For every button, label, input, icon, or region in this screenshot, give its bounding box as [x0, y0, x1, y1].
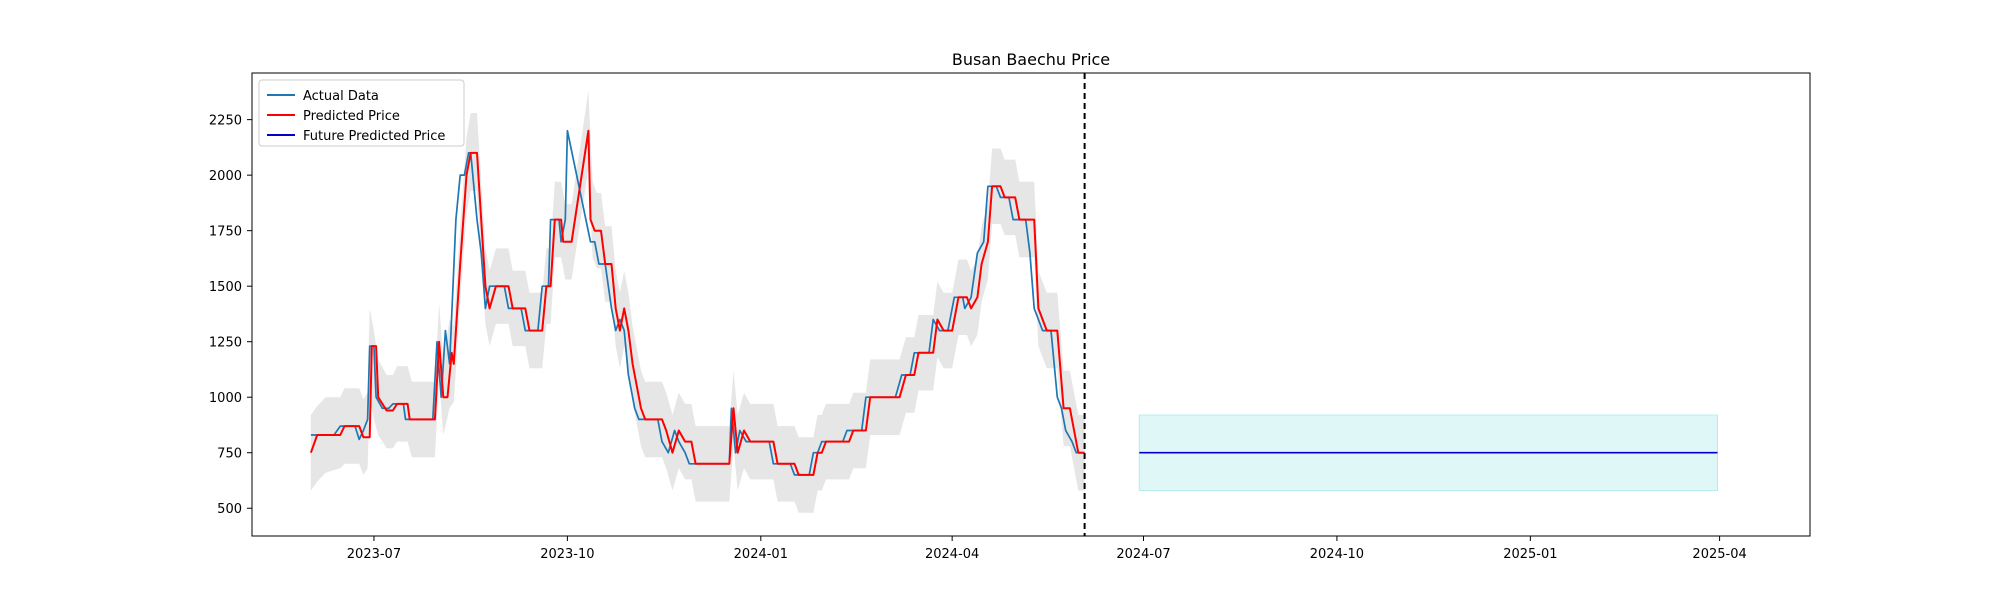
chart-title: Busan Baechu Price [952, 50, 1110, 69]
y-tick-label: 1500 [209, 280, 242, 295]
y-tick-label: 1250 [209, 336, 242, 351]
y-tick-label: 750 [217, 447, 242, 462]
x-tick-label: 2023-07 [347, 547, 401, 562]
y-tick-label: 2250 [209, 114, 242, 129]
legend-label-1: Predicted Price [303, 109, 400, 124]
x-tick-label: 2025-01 [1503, 547, 1557, 562]
x-tick-label: 2025-04 [1692, 547, 1746, 562]
series-line-0 [310, 129, 1081, 476]
x-tick-label: 2024-10 [1310, 547, 1364, 562]
series-line-1 [309, 129, 1085, 476]
legend: Actual Data Predicted Price Future Predict… [258, 79, 465, 147]
x-tick-label: 2024-07 [1116, 547, 1170, 562]
confidence-band [310, 90, 1085, 513]
legend-label-0: Actual Data [303, 89, 379, 104]
plot-area [251, 72, 1811, 537]
legend-box [258, 79, 465, 147]
y-tick-label: 1750 [209, 225, 242, 240]
y-tick-label: 500 [217, 502, 242, 517]
legend-label-2: Future Predicted Price [303, 129, 445, 144]
y-tick-label: 1000 [209, 391, 242, 406]
y-tick-label: 2000 [209, 169, 242, 184]
x-tick-label: 2024-01 [734, 547, 788, 562]
x-tick-label: 2023-10 [540, 547, 594, 562]
x-tick-label: 2024-04 [925, 547, 979, 562]
